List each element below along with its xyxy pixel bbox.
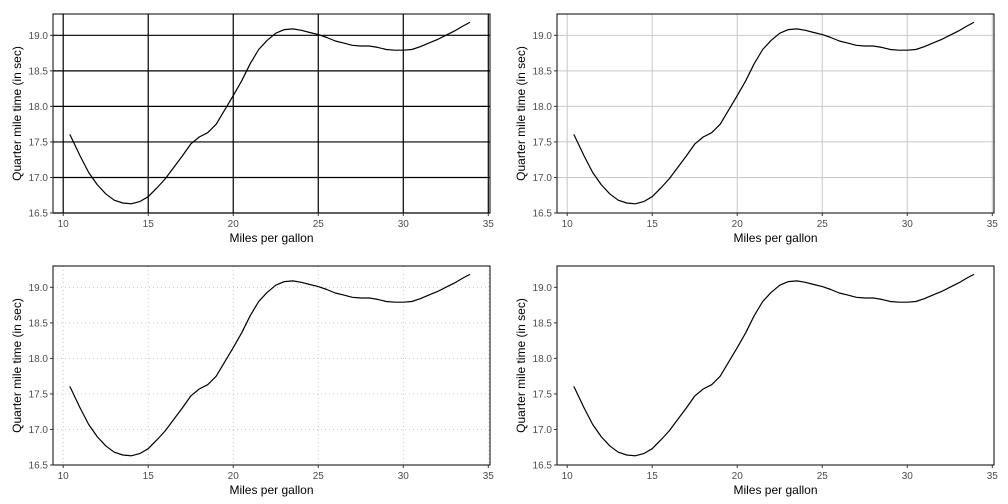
chart-svg: 10 15 20 25 30 35 16.5 17.0 17.5 18.0 18.5 19.0 Mile…	[514, 265, 999, 497]
y-tick-label: 17.0	[29, 173, 49, 184]
x-tick-label: 35	[483, 219, 495, 230]
x-tick-label: 30	[902, 471, 914, 482]
y-tick-label: 17.0	[533, 173, 553, 184]
y-axis-title: Quarter mile time (in sec)	[514, 46, 528, 181]
y-tick-label: 18.5	[533, 66, 553, 77]
y-tick-label: 18.0	[29, 102, 49, 113]
plot-frame	[556, 13, 995, 214]
x-tick-label: 35	[987, 471, 999, 482]
y-tick-label: 17.5	[29, 137, 49, 148]
x-axis-title: Miles per gallon	[229, 231, 313, 245]
y-tick-label: 18.5	[533, 318, 553, 329]
x-tick-label: 15	[143, 219, 155, 230]
y-axis-title: Quarter mile time (in sec)	[514, 298, 528, 433]
x-tick-label: 15	[647, 219, 659, 230]
x-tick-label: 15	[647, 471, 659, 482]
y-tick-label: 19.0	[533, 31, 553, 42]
x-tick-label: 10	[562, 471, 574, 482]
y-tick-label: 17.0	[29, 425, 49, 436]
y-tick-label: 18.0	[533, 102, 553, 113]
smooth-curve-line	[69, 273, 471, 457]
y-tick-label: 18.5	[29, 66, 49, 77]
y-tick-label: 17.5	[29, 389, 49, 400]
y-tick-label: 16.5	[29, 209, 49, 220]
chart-panel-grey-grid: 10 15 20 25 30 35 16.5 17.0 17.5 18.0 18.5 19.0 Mile…	[504, 0, 1008, 252]
y-tick-label: 19.0	[533, 283, 553, 294]
plot-frame	[556, 265, 995, 466]
chart-panel-no-grid: 10 15 20 25 30 35 16.5 17.0 17.5 18.0 18.5 19.0 Mile…	[504, 252, 1008, 504]
y-tick-label: 17.0	[533, 425, 553, 436]
x-tick-label: 20	[732, 219, 744, 230]
y-tick-label: 18.0	[533, 354, 553, 365]
x-tick-label: 25	[817, 219, 829, 230]
smooth-curve-line	[573, 273, 975, 457]
y-axis-title: Quarter mile time (in sec)	[10, 46, 24, 181]
x-tick-label: 10	[562, 219, 574, 230]
x-tick-label: 30	[398, 219, 410, 230]
x-tick-label: 10	[58, 219, 70, 230]
x-axis-title: Miles per gallon	[733, 231, 817, 245]
smooth-curve-line	[69, 21, 471, 205]
x-axis-title: Miles per gallon	[733, 483, 817, 497]
y-tick-label: 18.0	[29, 354, 49, 365]
x-tick-label: 30	[398, 471, 410, 482]
y-tick-label: 16.5	[533, 461, 553, 472]
x-tick-label: 35	[987, 219, 999, 230]
x-tick-label: 10	[58, 471, 70, 482]
smooth-curve-line	[573, 21, 975, 205]
y-tick-label: 19.0	[29, 283, 49, 294]
x-tick-label: 20	[228, 219, 240, 230]
y-tick-label: 16.5	[29, 461, 49, 472]
y-axis-title: Quarter mile time (in sec)	[10, 298, 24, 433]
y-tick-label: 17.5	[533, 137, 553, 148]
y-tick-label: 16.5	[533, 209, 553, 220]
x-tick-label: 20	[228, 471, 240, 482]
chart-svg: 10 15 20 25 30 35 16.5 17.0 17.5 18.0 18.5 19.0 Mile…	[10, 13, 495, 245]
x-tick-label: 25	[313, 471, 325, 482]
x-tick-label: 25	[817, 471, 829, 482]
plot-frame	[52, 265, 491, 466]
plot-frame	[52, 13, 491, 214]
x-tick-label: 25	[313, 219, 325, 230]
chart-panel-black-grid: 10 15 20 25 30 35 16.5 17.0 17.5 18.0 18.5 19.0 Mile…	[0, 0, 504, 252]
x-tick-label: 30	[902, 219, 914, 230]
y-tick-label: 17.5	[533, 389, 553, 400]
x-tick-label: 35	[483, 471, 495, 482]
x-axis-title: Miles per gallon	[229, 483, 313, 497]
y-tick-label: 18.5	[29, 318, 49, 329]
y-tick-label: 19.0	[29, 31, 49, 42]
x-tick-label: 20	[732, 471, 744, 482]
chart-panel-dotted-grid: 10 15 20 25 30 35 16.5 17.0 17.5 18.0 18.5 19.0 Mile…	[0, 252, 504, 504]
chart-svg: 10 15 20 25 30 35 16.5 17.0 17.5 18.0 18.5 19.0 Mile…	[10, 265, 495, 497]
x-tick-label: 15	[143, 471, 155, 482]
chart-svg: 10 15 20 25 30 35 16.5 17.0 17.5 18.0 18.5 19.0 Mile…	[514, 13, 999, 245]
